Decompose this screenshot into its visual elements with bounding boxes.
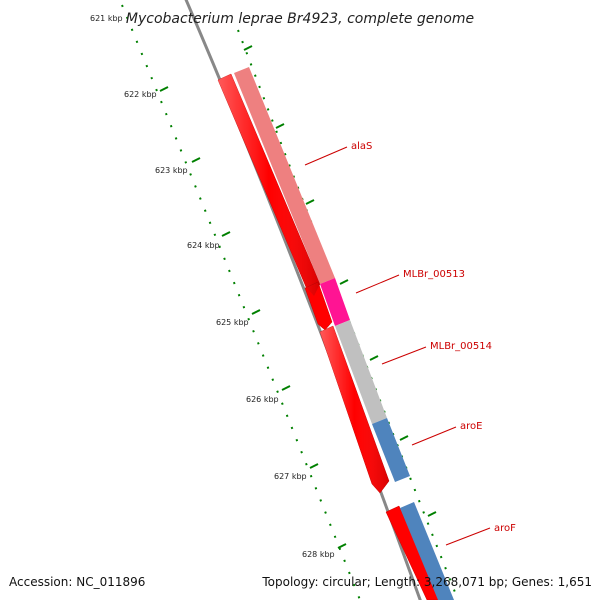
outer-ruler-dots [237,29,460,600]
tick-label: 628 kbp [302,550,335,559]
gene-label-MLBr_00514[interactable]: MLBr_00514 [430,341,492,352]
tick-label: 622 kbp [124,90,157,99]
inner-ruler-dots [121,4,362,600]
gene-block-aroF[interactable] [400,502,454,600]
gene-label-MLBr_00513[interactable]: MLBr_00513 [403,269,465,280]
gene-label-leaders [304,146,491,546]
map-title: Mycobacterium leprae Br4923, complete ge… [126,11,474,27]
gene-label-alaS[interactable]: alaS [351,141,372,152]
gene-block-alaS[interactable] [234,67,335,284]
accession-text: Accession: NC_011896 [9,575,145,589]
gene-label-aroE[interactable]: aroE [460,421,482,432]
tick-label: 624 kbp [187,241,220,250]
gene-block-MLBr_00514[interactable] [335,320,387,424]
ruler-major-ticks [159,45,437,549]
tick-label: 625 kbp [216,318,249,327]
tick-label: 627 kbp [274,472,307,481]
tick-label: 626 kbp [246,395,279,404]
cds-block[interactable] [385,505,441,600]
gene-track [234,67,454,600]
genome-backbone-shadow [184,0,422,600]
gene-block-MLBr_00513[interactable] [320,278,350,326]
gene-block-aroE[interactable] [372,418,410,482]
tick-label: 623 kbp [155,166,188,175]
genome-backbone [178,0,420,600]
tick-label: 621 kbp [90,14,123,23]
gene-label-aroF[interactable]: aroF [494,523,516,534]
ruler-labels: 621 kbp 622 kbp 623 kbp 624 kbp 625 kbp … [90,14,335,559]
gene-labels: alaS MLBr_00513 MLBr_00514 aroE aroF [351,141,516,534]
cds-track [217,73,441,600]
genome-summary-text: Topology: circular; Length: 3,268,071 bp… [261,575,592,589]
